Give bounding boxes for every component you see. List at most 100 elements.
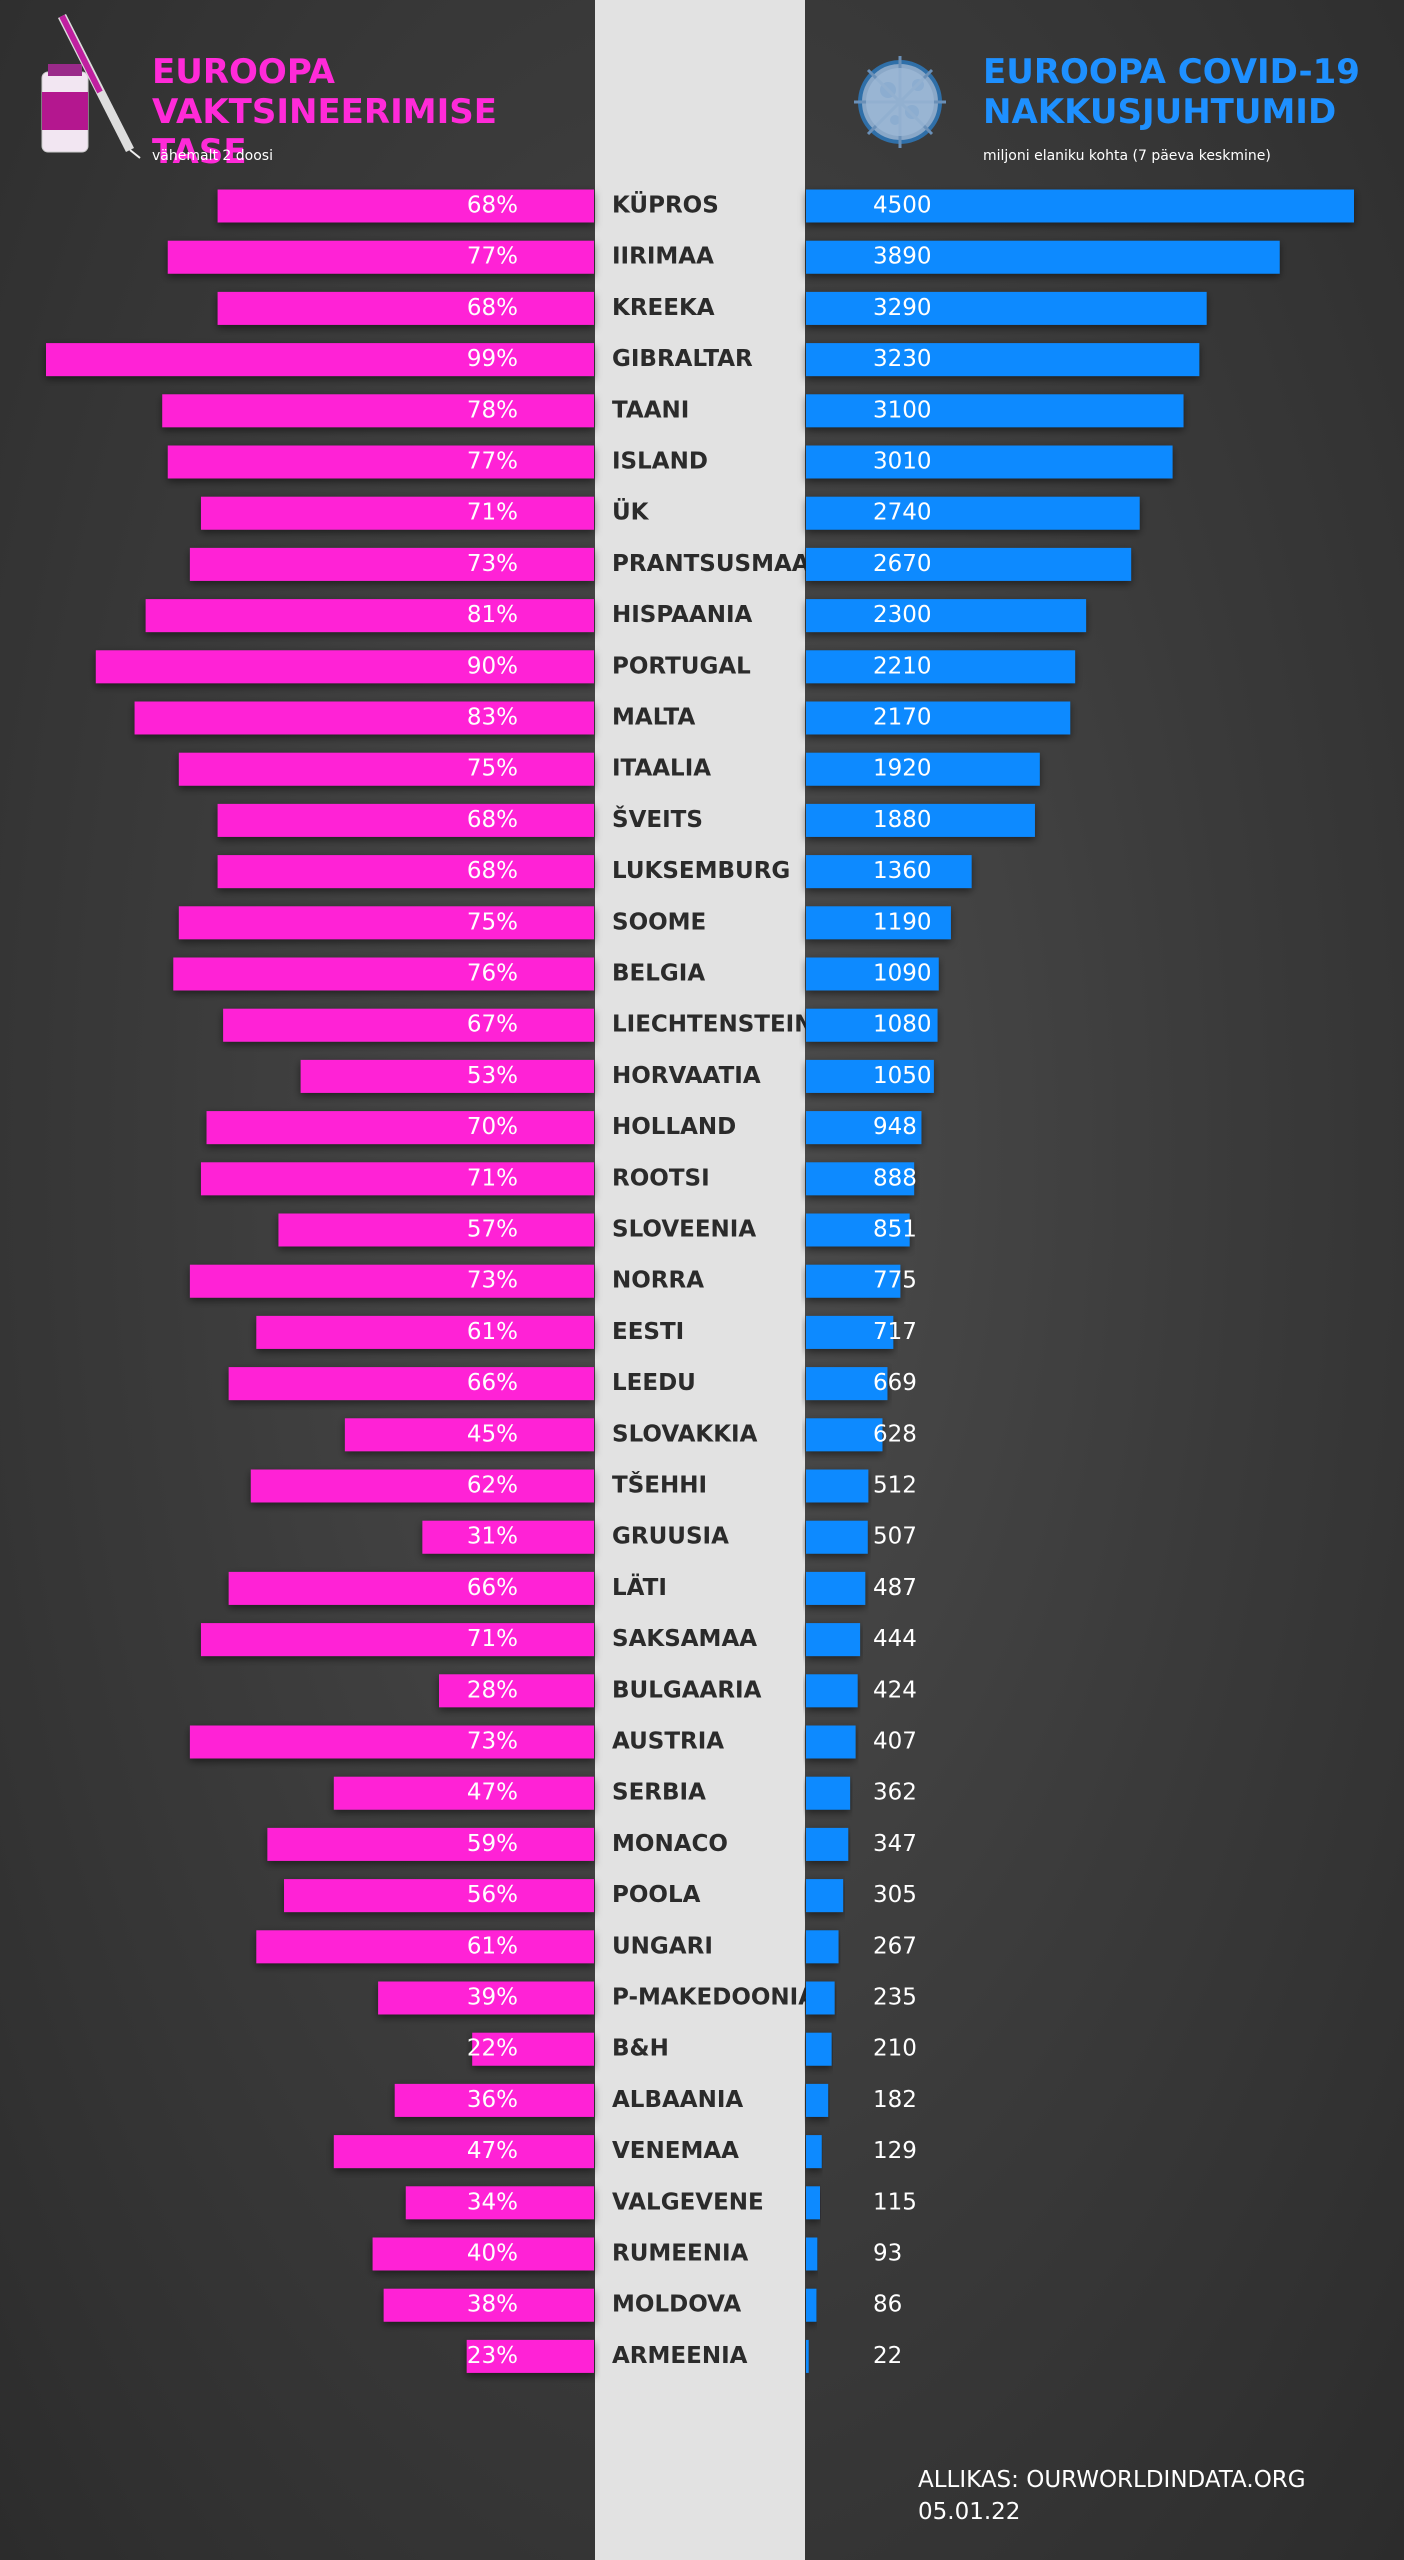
vaccination-bar — [162, 394, 594, 428]
vaccination-bar — [167, 445, 594, 479]
vaccination-label: 62% — [467, 1473, 518, 1499]
vaccination-label: 56% — [467, 1882, 518, 1908]
country-label: LÄTI — [612, 1573, 667, 1601]
cases-label: 888 — [873, 1165, 917, 1191]
country-label: ALBAANIA — [612, 2087, 743, 2113]
cases-bar — [806, 1008, 938, 1042]
vaccination-label: 22% — [467, 2036, 518, 2062]
cases-bar — [806, 1879, 844, 1913]
vaccination-bar — [228, 1367, 594, 1401]
vaccination-bar — [378, 1981, 594, 2015]
cases-label: 628 — [873, 1421, 917, 1447]
country-label: TŠEHHI — [612, 1471, 707, 1499]
country-label: LEEDU — [612, 1370, 696, 1396]
country-label: RUMEENIA — [612, 2241, 749, 2267]
country-label: LIECHTENSTEIN — [612, 1012, 813, 1038]
cases-label: 717 — [873, 1319, 917, 1345]
vaccination-label: 71% — [467, 500, 518, 526]
vaccination-label: 28% — [467, 1677, 518, 1703]
vaccination-label: 68% — [467, 295, 518, 321]
country-label: ARMEENIA — [612, 2343, 748, 2369]
vaccination-bar — [206, 1111, 594, 1145]
vaccination-bar — [95, 650, 595, 684]
cases-bar — [806, 240, 1280, 274]
cases-bar — [806, 1315, 894, 1349]
cases-bar — [806, 752, 1040, 786]
vaccination-bar — [173, 957, 595, 991]
cases-bar — [806, 1520, 868, 1554]
virus-icon — [854, 56, 946, 148]
cases-bar — [806, 2339, 809, 2373]
country-label: SLOVEENIA — [612, 1217, 756, 1243]
cases-label: 267 — [873, 1933, 917, 1959]
vaccination-label: 59% — [467, 1831, 518, 1857]
vaccination-bar — [278, 1213, 594, 1247]
vaccination-bar — [217, 291, 595, 325]
vaccination-bar — [217, 803, 595, 837]
vaccination-label: 73% — [467, 1729, 518, 1755]
vaccination-label: 23% — [467, 2343, 518, 2369]
cases-label: 1880 — [873, 807, 932, 833]
cases-bar — [806, 2135, 822, 2169]
vaccination-label: 31% — [467, 1524, 518, 1550]
cases-label: 3230 — [873, 346, 932, 372]
cases-bar — [806, 650, 1076, 684]
cases-bar — [806, 2288, 817, 2322]
cases-bar — [806, 599, 1087, 633]
right-title: EUROOPA COVID-19 NAKKUSJUHTUMID — [983, 52, 1360, 132]
vaccination-bar — [394, 2083, 594, 2117]
cases-bar — [806, 547, 1132, 581]
cases-label: 2210 — [873, 653, 932, 679]
cases-label: 1360 — [873, 858, 932, 884]
vaccination-bar — [178, 752, 594, 786]
country-label: LUKSEMBURG — [612, 858, 790, 884]
cases-bar — [806, 445, 1173, 479]
cases-bar — [806, 2083, 829, 2117]
country-label: NORRA — [612, 1268, 704, 1294]
cases-bar — [806, 394, 1184, 428]
left-title: EUROOPA VAKTSINEERIMISE TASE — [152, 52, 497, 172]
cases-label: 669 — [873, 1370, 917, 1396]
cases-bar — [806, 1725, 856, 1759]
vaccination-label: 39% — [467, 1985, 518, 2011]
vaccination-bar — [256, 1315, 594, 1349]
vaccination-label: 57% — [467, 1217, 518, 1243]
country-label: KREEKA — [612, 295, 715, 321]
cases-label: 210 — [873, 2036, 917, 2062]
cases-bar — [806, 496, 1140, 530]
country-label: VENEMAA — [612, 2138, 739, 2164]
cases-label: 2170 — [873, 705, 932, 731]
vaccination-label: 47% — [467, 1780, 518, 1806]
country-label: EESTI — [612, 1319, 684, 1345]
country-label: HOLLAND — [612, 1114, 736, 1140]
vaccination-label: 67% — [467, 1012, 518, 1038]
cases-label: 4500 — [873, 193, 932, 219]
vaccination-bar — [134, 701, 594, 735]
cases-label: 775 — [873, 1268, 917, 1294]
cases-bar — [806, 1571, 866, 1605]
cases-label: 1920 — [873, 756, 932, 782]
cases-bar — [806, 1827, 849, 1861]
cases-bar — [806, 1418, 883, 1452]
vaccination-bar — [217, 189, 595, 223]
vaccination-bar — [422, 1520, 594, 1554]
cases-label: 22 — [873, 2343, 902, 2369]
country-label: UNGARI — [612, 1933, 713, 1959]
vaccination-bar — [472, 2032, 594, 2066]
country-label: P-MAKEDOONIA — [612, 1985, 816, 2011]
vaccination-label: 83% — [467, 705, 518, 731]
cases-bar — [806, 1213, 910, 1247]
cases-bar — [806, 957, 939, 991]
country-label: MALTA — [612, 705, 695, 731]
vaccination-bar — [189, 1264, 594, 1298]
country-label: SOOME — [612, 909, 706, 935]
vaccination-label: 71% — [467, 1165, 518, 1191]
vaccination-label: 68% — [467, 858, 518, 884]
vaccination-label: 77% — [467, 449, 518, 475]
vaccination-bar — [223, 1008, 594, 1042]
vaccination-bar — [405, 2186, 594, 2220]
country-label: SLOVAKKIA — [612, 1421, 758, 1447]
vaccination-label: 61% — [467, 1319, 518, 1345]
vaccination-label: 81% — [467, 602, 518, 628]
